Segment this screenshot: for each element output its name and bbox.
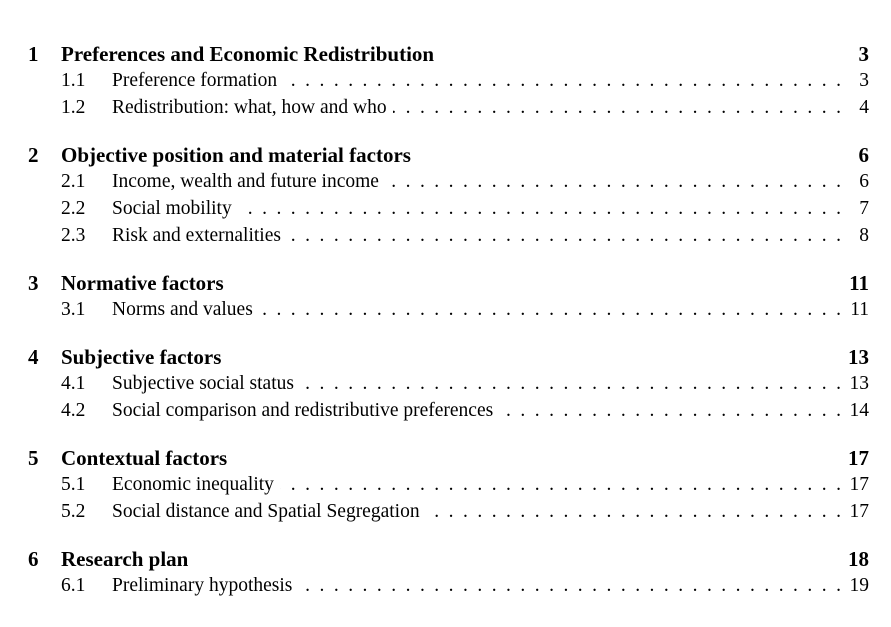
dot-leader [393,94,841,121]
section-title: Risk and externalities [112,222,287,249]
chapter-entry[interactable]: 6 Research plan 18 [28,546,869,572]
section-entry[interactable]: 1.1 Preference formation 3 [28,67,869,94]
section-number: 2.2 [61,198,86,219]
section-entry[interactable]: 5.2 Social distance and Spatial Segregat… [28,498,869,525]
chapter-number: 3 [28,271,39,295]
section-page: 4 [859,97,869,118]
chapter-page: 17 [848,446,869,470]
section-page: 17 [849,474,870,495]
section-line: Income, wealth and future income [112,168,869,195]
chapter-entry[interactable]: 1 Preferences and Economic Redistributio… [28,41,869,67]
chapter-number: 2 [28,143,39,167]
chapter-title: Contextual factors [61,446,228,470]
section-entry[interactable]: 3.1 Norms and values 11 [28,296,869,323]
section-page: 13 [849,373,870,394]
section-title: Preliminary hypothesis [112,572,299,599]
section-number: 6.1 [61,575,86,596]
section-title: Economic inequality [112,471,280,498]
section-entry[interactable]: 6.1 Preliminary hypothesis 19 [28,572,869,599]
section-page: 11 [850,299,869,320]
toc-chapter-2: 2 Objective position and material factor… [28,142,869,249]
chapter-page: 6 [858,143,870,167]
chapter-page: 11 [849,271,869,295]
section-title: Income, wealth and future income [112,168,385,195]
chapter-entry[interactable]: 3 Normative factors 11 [28,270,869,296]
chapter-number: 5 [28,446,39,470]
section-page: 6 [859,171,869,192]
section-entry[interactable]: 1.2 Redistribution: what, how and who 4 [28,94,869,121]
dot-leader [238,195,841,222]
dot-leader [259,296,841,323]
dot-leader [280,471,841,498]
chapter-entry[interactable]: 5 Contextual factors 17 [28,445,869,471]
section-entry[interactable]: 4.2 Social comparison and redistributive… [28,397,869,424]
section-title: Social distance and Spatial Segregation [112,498,426,525]
section-line: Social comparison and redistributive pre… [112,397,869,424]
dot-leader [300,370,841,397]
toc-chapter-4: 4 Subjective factors 13 4.1 Subjective s… [28,344,869,424]
section-page: 14 [849,400,870,421]
section-title: Redistribution: what, how and who [112,94,393,121]
dot-leader [287,222,841,249]
dot-leader [426,498,841,525]
toc-chapter-3: 3 Normative factors 11 3.1 Norms and val… [28,270,869,323]
section-line: Redistribution: what, how and who [112,94,869,121]
table-of-contents: 1 Preferences and Economic Redistributio… [28,41,869,599]
section-entry[interactable]: 4.1 Subjective social status 13 [28,370,869,397]
section-line: Norms and values [112,296,869,323]
section-title: Social mobility [112,195,238,222]
section-title: Norms and values [112,296,259,323]
chapter-title: Objective position and material factors [61,143,411,167]
section-line: Economic inequality [112,471,869,498]
section-page: 19 [849,575,870,596]
section-line: Subjective social status [112,370,869,397]
toc-chapter-6: 6 Research plan 18 6.1 Preliminary hypot… [28,546,869,599]
chapter-number: 6 [28,547,39,571]
toc-chapter-1: 1 Preferences and Economic Redistributio… [28,41,869,121]
chapter-title: Subjective factors [61,345,222,369]
section-entry[interactable]: 2.1 Income, wealth and future income 6 [28,168,869,195]
chapter-title: Normative factors [61,271,224,295]
chapter-number: 4 [28,345,39,369]
section-page: 17 [849,501,870,522]
section-number: 4.1 [61,373,86,394]
section-page: 8 [859,225,869,246]
section-page: 3 [859,70,869,91]
dot-leader [298,572,841,599]
section-number: 5.2 [61,501,86,522]
toc-chapter-5: 5 Contextual factors 17 5.1 Economic ine… [28,445,869,525]
section-line: Social mobility [112,195,869,222]
section-number: 4.2 [61,400,86,421]
section-line: Social distance and Spatial Segregation [112,498,869,525]
section-entry[interactable]: 5.1 Economic inequality 17 [28,471,869,498]
section-title: Social comparison and redistributive pre… [112,397,500,424]
dot-leader [283,67,841,94]
section-number: 2.1 [61,171,86,192]
section-number: 3.1 [61,299,86,320]
chapter-number: 1 [28,42,39,66]
section-page: 7 [859,198,869,219]
section-number: 1.1 [61,70,86,91]
section-line: Preliminary hypothesis [112,572,869,599]
chapter-entry[interactable]: 2 Objective position and material factor… [28,142,869,168]
section-number: 5.1 [61,474,86,495]
dot-leader [385,168,841,195]
chapter-title: Preferences and Economic Redistribution [61,42,435,66]
section-number: 1.2 [61,97,86,118]
dot-leader [499,397,841,424]
section-entry[interactable]: 2.2 Social mobility 7 [28,195,869,222]
section-line: Preference formation [112,67,869,94]
section-line: Risk and externalities [112,222,869,249]
chapter-page: 13 [848,345,869,369]
chapter-page: 3 [858,42,870,66]
section-title: Subjective social status [112,370,300,397]
chapter-page: 18 [848,547,869,571]
chapter-title: Research plan [61,547,189,571]
chapter-entry[interactable]: 4 Subjective factors 13 [28,344,869,370]
section-entry[interactable]: 2.3 Risk and externalities 8 [28,222,869,249]
section-title: Preference formation [112,67,284,94]
section-number: 2.3 [61,225,86,246]
